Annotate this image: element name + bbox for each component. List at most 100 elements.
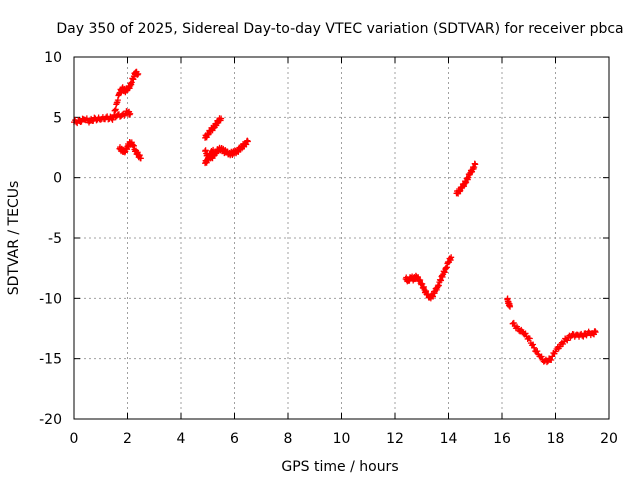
grid bbox=[73, 56, 610, 420]
series-arc-7 bbox=[402, 254, 455, 302]
data-point bbox=[116, 145, 123, 152]
data-point bbox=[210, 125, 217, 132]
data-point bbox=[113, 99, 120, 106]
data-point bbox=[536, 353, 543, 360]
data-point bbox=[429, 292, 436, 299]
y-tick-label: -20 bbox=[39, 412, 62, 428]
data-point bbox=[568, 332, 575, 339]
data-point bbox=[515, 325, 522, 332]
series-arc-4 bbox=[202, 115, 225, 141]
data-point bbox=[121, 87, 128, 94]
data-point bbox=[127, 82, 134, 89]
data-point bbox=[92, 115, 99, 122]
y-tick-label: 10 bbox=[44, 50, 62, 66]
data-point bbox=[76, 117, 83, 124]
x-tick-label: 6 bbox=[230, 431, 239, 447]
x-tick-label: 4 bbox=[177, 431, 186, 447]
x-tick-label: 0 bbox=[70, 431, 79, 447]
data-point bbox=[442, 265, 449, 272]
data-point bbox=[116, 90, 123, 97]
data-point bbox=[210, 146, 217, 153]
data-point bbox=[573, 331, 580, 338]
data-point bbox=[244, 138, 251, 145]
data-point bbox=[509, 320, 516, 327]
data-point bbox=[132, 69, 139, 76]
data-point bbox=[207, 151, 214, 158]
data-point bbox=[228, 150, 235, 157]
data-point bbox=[129, 75, 136, 82]
data-point bbox=[437, 277, 444, 284]
y-tick-label: -10 bbox=[39, 291, 62, 307]
data-point bbox=[124, 86, 131, 93]
data-point bbox=[584, 330, 591, 337]
data-point bbox=[215, 146, 222, 153]
data-point bbox=[531, 344, 538, 351]
data-point bbox=[464, 175, 471, 182]
data-point bbox=[440, 271, 447, 278]
data-point bbox=[421, 286, 428, 293]
series-arc-1 bbox=[71, 108, 134, 127]
x-axis-label: GPS time / hours bbox=[281, 459, 398, 475]
data-point bbox=[413, 273, 420, 280]
data-point bbox=[121, 149, 128, 156]
trail-point bbox=[534, 348, 541, 355]
data-point bbox=[466, 171, 473, 178]
data-point bbox=[103, 114, 110, 121]
trail-point bbox=[530, 341, 537, 348]
data-point bbox=[202, 148, 209, 155]
data-point bbox=[418, 280, 425, 287]
data-point bbox=[579, 332, 586, 339]
data-point bbox=[525, 335, 532, 342]
data-point bbox=[113, 113, 120, 120]
data-point bbox=[563, 336, 570, 343]
data-point bbox=[504, 296, 511, 303]
data-point bbox=[87, 117, 94, 124]
y-axis-label: SDTVAR / TECUs bbox=[6, 181, 22, 296]
data-point bbox=[223, 149, 230, 156]
x-tick-label: 14 bbox=[440, 431, 458, 447]
data-point bbox=[81, 116, 88, 123]
y-tick-label: 0 bbox=[53, 171, 62, 187]
x-tick-label: 8 bbox=[284, 431, 293, 447]
series-arc-6 bbox=[202, 146, 217, 167]
series-arc-2 bbox=[111, 68, 142, 118]
data-point bbox=[204, 131, 211, 138]
data-point bbox=[119, 111, 126, 118]
data-point bbox=[520, 330, 527, 337]
y-tick-label: 5 bbox=[53, 110, 62, 126]
data-point bbox=[124, 143, 131, 150]
data-point bbox=[212, 121, 219, 128]
data-point bbox=[202, 160, 209, 167]
trail-point bbox=[564, 337, 571, 344]
data-point bbox=[432, 288, 439, 295]
x-tick-label: 20 bbox=[600, 431, 618, 447]
trail-point bbox=[510, 319, 517, 326]
y-tick-label: -15 bbox=[39, 352, 62, 368]
data-point bbox=[592, 329, 599, 336]
data-point bbox=[402, 276, 409, 283]
data-point bbox=[557, 341, 564, 348]
data-point bbox=[124, 109, 131, 116]
data-point bbox=[204, 156, 211, 163]
data-point bbox=[589, 330, 596, 337]
data-point bbox=[408, 274, 415, 281]
data-point bbox=[108, 115, 115, 122]
data-point bbox=[456, 187, 463, 194]
plot-frame bbox=[73, 56, 610, 420]
data-point bbox=[445, 259, 452, 266]
data-point bbox=[202, 134, 209, 141]
chart-title: Day 350 of 2025, Sidereal Day-to-day VTE… bbox=[56, 21, 623, 37]
data-point bbox=[220, 148, 227, 155]
data-point bbox=[111, 111, 118, 118]
data-point bbox=[426, 294, 433, 301]
data-point bbox=[132, 148, 139, 155]
data-point bbox=[137, 155, 144, 162]
data-point bbox=[458, 184, 465, 191]
data-point bbox=[434, 283, 441, 290]
data-point bbox=[129, 142, 136, 149]
data-point bbox=[469, 166, 476, 173]
data-point bbox=[127, 110, 134, 117]
series-arc-3 bbox=[116, 138, 144, 162]
x-tick-label: 12 bbox=[386, 431, 404, 447]
